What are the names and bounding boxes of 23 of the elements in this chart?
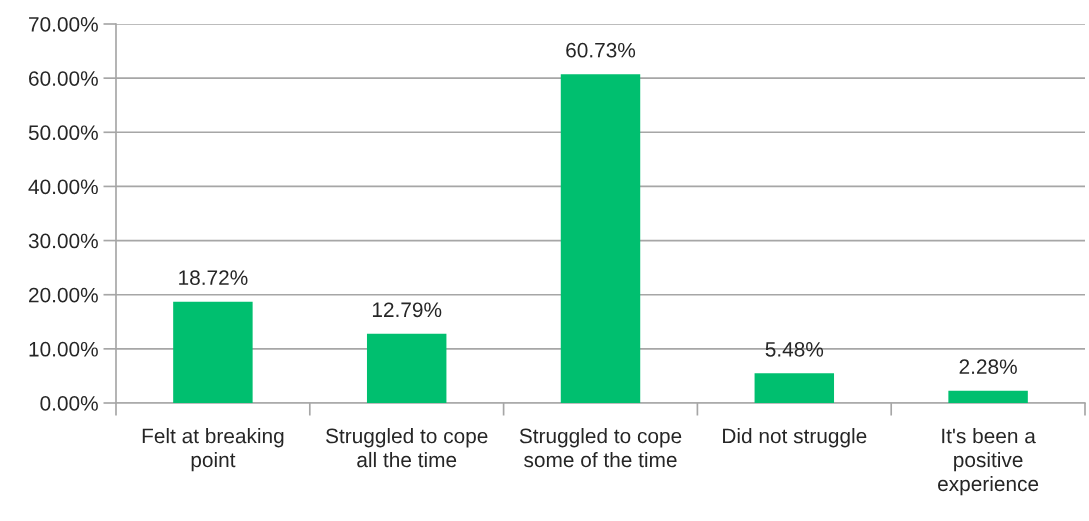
bar — [754, 373, 835, 403]
bar — [560, 74, 641, 403]
bar — [948, 390, 1028, 403]
x-tick-label: Struggled to cope some of the time — [519, 428, 682, 468]
bar — [173, 301, 253, 403]
data-label: 2.28% — [959, 359, 1017, 375]
y-tick-label: 10.00% — [29, 341, 98, 357]
y-tick-label: 20.00% — [29, 287, 98, 303]
y-tick-label: 70.00% — [29, 17, 98, 32]
data-label: 12.79% — [372, 302, 442, 318]
x-tick-label: Felt at breaking point — [142, 428, 284, 472]
data-label: 18.72% — [179, 270, 248, 286]
y-tick-label: 40.00% — [28, 179, 98, 195]
x-tick-label: Did not struggle — [723, 428, 867, 448]
y-tick-label: 0.00% — [40, 396, 98, 411]
x-tick-label: It's been a positive experience — [938, 428, 1039, 496]
data-label: 5.48% — [765, 341, 824, 357]
y-tick-label: 30.00% — [28, 233, 98, 249]
bar — [366, 333, 447, 403]
data-label: 60.73% — [566, 42, 636, 58]
y-tick-label: 60.00% — [29, 71, 98, 86]
x-tick-label: Struggled to cope all the time — [326, 428, 488, 468]
y-tick-label: 50.00% — [28, 125, 98, 141]
